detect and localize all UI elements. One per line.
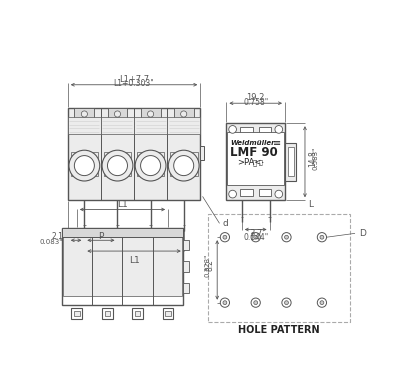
Bar: [183, 261, 190, 272]
Circle shape: [168, 150, 199, 181]
Bar: [163, 308, 174, 319]
Circle shape: [317, 298, 326, 307]
Bar: [63, 228, 182, 296]
Circle shape: [107, 156, 128, 175]
Bar: [170, 152, 198, 176]
Bar: [68, 117, 101, 134]
Circle shape: [251, 298, 260, 307]
Bar: [174, 108, 194, 120]
Text: d: d: [223, 219, 228, 228]
Text: L: L: [308, 200, 313, 208]
Circle shape: [148, 111, 154, 117]
Circle shape: [74, 156, 95, 175]
Bar: [226, 123, 285, 200]
Bar: [71, 152, 98, 176]
Circle shape: [229, 125, 237, 133]
Circle shape: [174, 156, 194, 175]
Bar: [108, 108, 127, 120]
Text: L1: L1: [128, 256, 139, 265]
Text: 19.2: 19.2: [247, 93, 265, 102]
Bar: [259, 190, 271, 196]
Text: HOLE PATTERN: HOLE PATTERN: [238, 324, 320, 335]
Text: Ⓢ: Ⓢ: [253, 159, 257, 166]
Text: Ⓛᴸ: Ⓛᴸ: [259, 160, 265, 166]
Text: 14.8: 14.8: [308, 150, 317, 167]
Text: D: D: [359, 229, 366, 238]
Text: L1+7.7: L1+7.7: [119, 75, 149, 84]
Bar: [104, 152, 131, 176]
Circle shape: [282, 233, 291, 242]
Circle shape: [102, 150, 133, 181]
Circle shape: [320, 301, 324, 305]
Circle shape: [115, 111, 120, 117]
Circle shape: [229, 190, 237, 198]
Bar: [183, 283, 190, 293]
Text: 8.2: 8.2: [206, 259, 215, 271]
Bar: [75, 108, 94, 120]
Bar: [144, 119, 158, 125]
Circle shape: [320, 235, 324, 239]
Circle shape: [220, 298, 229, 307]
Bar: [71, 308, 82, 319]
Bar: [208, 214, 350, 322]
Text: 0.144": 0.144": [243, 233, 268, 243]
Bar: [288, 147, 294, 176]
Text: 0.083": 0.083": [40, 239, 63, 245]
Text: 2.1: 2.1: [51, 232, 63, 241]
Circle shape: [282, 298, 291, 307]
Text: 0.583": 0.583": [313, 147, 319, 170]
Text: 0.758": 0.758": [243, 98, 268, 107]
Circle shape: [254, 235, 258, 239]
Circle shape: [81, 111, 87, 117]
Bar: [105, 311, 110, 316]
Bar: [102, 308, 113, 319]
Bar: [101, 117, 134, 134]
Bar: [259, 127, 271, 134]
Circle shape: [220, 233, 229, 242]
Bar: [177, 119, 191, 125]
Bar: [74, 311, 79, 316]
Bar: [134, 117, 167, 134]
Circle shape: [284, 301, 288, 305]
Bar: [62, 228, 183, 237]
Bar: [68, 108, 200, 200]
Bar: [135, 311, 140, 316]
Circle shape: [317, 233, 326, 242]
Circle shape: [69, 150, 100, 181]
Bar: [111, 119, 124, 125]
Circle shape: [275, 125, 282, 133]
Text: 0.323": 0.323": [204, 254, 210, 277]
Circle shape: [140, 156, 160, 175]
Bar: [132, 308, 143, 319]
Circle shape: [275, 190, 282, 198]
Bar: [200, 146, 204, 160]
Circle shape: [181, 111, 187, 117]
Circle shape: [223, 301, 227, 305]
Text: Weidmüller: Weidmüller: [230, 140, 275, 146]
Circle shape: [284, 235, 288, 239]
Text: LMF 90: LMF 90: [230, 146, 278, 159]
Text: >PA<: >PA<: [237, 158, 262, 167]
Bar: [166, 311, 171, 316]
Bar: [227, 133, 284, 185]
Bar: [240, 127, 253, 134]
Text: L1: L1: [117, 200, 128, 209]
Bar: [183, 240, 190, 250]
Text: 3.7: 3.7: [249, 229, 263, 238]
Bar: [240, 190, 253, 196]
Bar: [137, 152, 164, 176]
Bar: [285, 143, 296, 181]
Bar: [62, 228, 183, 305]
Circle shape: [251, 233, 260, 242]
Text: P: P: [98, 232, 104, 241]
Text: ≡: ≡: [273, 138, 281, 148]
Circle shape: [223, 235, 227, 239]
Bar: [141, 108, 160, 120]
Bar: [167, 117, 200, 134]
Circle shape: [254, 301, 258, 305]
Text: L1+0.303": L1+0.303": [114, 80, 154, 88]
Bar: [77, 119, 91, 125]
Circle shape: [135, 150, 166, 181]
